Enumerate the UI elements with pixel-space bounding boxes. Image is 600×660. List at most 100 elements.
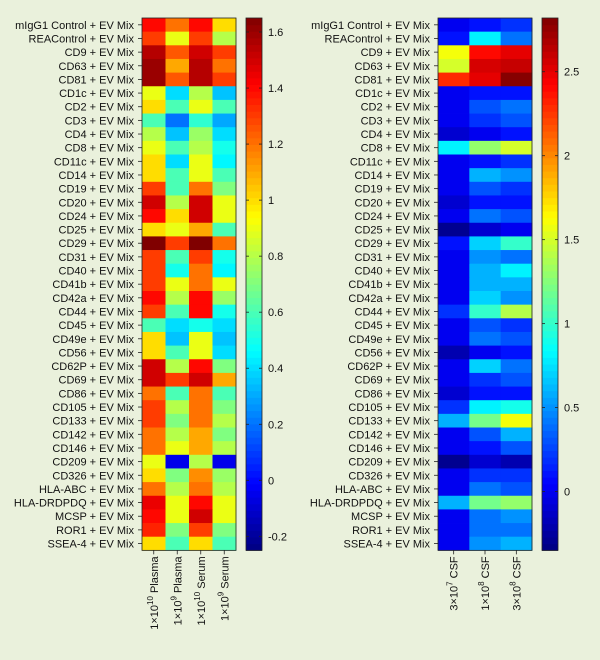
colorbar-tick-label: 0.5	[564, 403, 579, 415]
colorbar-segment	[246, 450, 262, 458]
heatmap-cell	[212, 72, 237, 87]
colorbar-segment	[246, 403, 262, 412]
heatmap-cell	[165, 318, 190, 333]
colorbar-segment	[246, 177, 262, 185]
row-label: CD29 + EV Mix	[59, 238, 135, 250]
heatmap-cell	[142, 386, 166, 401]
row-label: CD81 + EV Mix	[59, 74, 135, 86]
heatmap-cell	[189, 263, 213, 278]
heatmap-cell	[469, 222, 502, 237]
heatmap-cell	[165, 140, 190, 155]
row-label: CD62P + EV Mix	[51, 361, 134, 373]
row-label: CD133 + EV Mix	[348, 416, 430, 428]
heatmap-cell	[165, 291, 190, 306]
heatmap-cell	[438, 523, 470, 538]
colorbar-tick-label: 0.6	[268, 307, 283, 319]
heatmap-cell	[189, 86, 213, 101]
heatmap-cell	[189, 427, 213, 442]
colorbar-segment	[542, 310, 558, 318]
heatmap-cell	[469, 127, 502, 142]
heatmap-cell	[438, 386, 470, 401]
heatmap-cell	[189, 72, 213, 87]
heatmap-cell	[469, 413, 502, 428]
heatmap-cell	[189, 181, 213, 196]
heatmap-cell	[212, 509, 237, 524]
heatmap-cell	[165, 195, 190, 210]
colorbar-tick-label: 2.5	[564, 67, 579, 79]
heatmap-cell	[500, 441, 533, 456]
colorbar-segment	[542, 470, 558, 478]
heatmap-cell	[469, 427, 502, 442]
heatmap-cell	[142, 482, 166, 497]
heatmap-cell	[500, 250, 533, 265]
colorbar-segment	[246, 497, 262, 505]
heatmap-cell	[165, 441, 190, 456]
heatmap-cell	[500, 345, 533, 360]
row-label: CD11c + EV Mix	[54, 156, 135, 168]
colorbar-segment	[246, 490, 262, 498]
row-label: CD86 + EV Mix	[59, 388, 135, 400]
row-label: CD42a + EV Mix	[52, 293, 134, 305]
row-label: CD2 + EV Mix	[65, 102, 135, 114]
heatmap-cell	[142, 318, 166, 333]
colorbar-segment	[542, 277, 558, 285]
colorbar-segment	[246, 270, 262, 279]
heatmap-cell	[165, 386, 190, 401]
heatmap-cell	[189, 209, 213, 224]
heatmap-cell	[142, 509, 166, 524]
row-label: CD3 + EV Mix	[65, 115, 135, 127]
heatmap-cell	[438, 209, 470, 224]
heatmap-cell	[438, 250, 470, 265]
colorbar-tick-label: 1.5	[564, 235, 579, 247]
colorbar-segment	[542, 317, 558, 325]
colorbar-segment	[542, 530, 558, 538]
colorbar-segment	[542, 344, 558, 352]
row-label: CD40 + EV Mix	[59, 266, 135, 278]
heatmap-cell	[165, 509, 190, 524]
heatmap-cell	[500, 222, 533, 237]
heatmap-cell	[469, 263, 502, 278]
heatmap-cell	[469, 509, 502, 524]
colorbar-segment	[246, 337, 262, 345]
heatmap-cell	[469, 386, 502, 401]
colorbar-segment	[542, 517, 558, 525]
colorbar-segment	[542, 457, 558, 465]
row-label: CD41b + EV Mix	[348, 279, 430, 291]
heatmap-cell	[212, 209, 237, 224]
heatmap-cell	[500, 427, 533, 442]
heatmap-cell	[438, 31, 470, 46]
heatmap-cell	[438, 495, 470, 510]
colorbar-tick-label: 0.4	[268, 363, 283, 375]
colorbar-tick-label: 0	[564, 487, 570, 499]
column-label: 1×1010 Plasma	[146, 555, 161, 629]
heatmap-cell	[189, 523, 213, 538]
heatmap-cell	[500, 482, 533, 497]
heatmap-cell	[500, 181, 533, 196]
colorbar-segment	[246, 257, 262, 265]
row-label: CD9 + EV Mix	[65, 47, 135, 59]
colorbar-segment	[246, 204, 262, 212]
colorbar-segment	[246, 344, 262, 352]
colorbar-segment	[542, 497, 558, 505]
row-label: CD1c + EV Mix	[355, 88, 430, 100]
heatmap-cell	[189, 31, 213, 46]
heatmap-cell	[142, 209, 166, 224]
heatmap-cell	[189, 277, 213, 292]
colorbar-segment	[246, 397, 262, 405]
heatmap-cell	[469, 495, 502, 510]
heatmap-cell	[500, 168, 533, 183]
heatmap-cell	[469, 277, 502, 292]
column-label: 1×108 CSF	[477, 556, 492, 611]
colorbar-segment	[246, 117, 262, 125]
colorbar-segment	[246, 483, 262, 491]
row-label: CD25 + EV Mix	[355, 225, 431, 237]
column-label: 1×1010 Serum	[193, 556, 208, 625]
heatmap-cell	[142, 250, 166, 265]
colorbar-segment	[542, 370, 558, 378]
heatmap-cell	[189, 413, 213, 428]
heatmap-cell	[212, 250, 237, 265]
heatmap-cell	[469, 154, 502, 169]
colorbar-tick-label: 2	[564, 151, 570, 163]
heatmap-cell	[142, 113, 166, 128]
row-label: CD142 + EV Mix	[348, 429, 430, 441]
